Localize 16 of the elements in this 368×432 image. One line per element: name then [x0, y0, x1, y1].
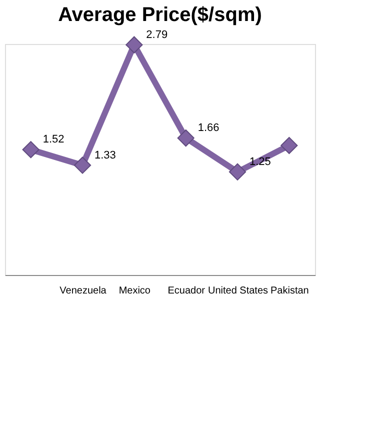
data-label: 1.33: [94, 149, 116, 162]
x-tick-label: Ecuador: [168, 286, 206, 296]
chart-title: Average Price($/sqm): [58, 4, 262, 26]
data-label: 2.79: [146, 28, 168, 41]
x-tick-label: Pakistan: [270, 286, 309, 296]
x-tick-label: Mexico: [118, 286, 151, 296]
data-label: 1.52: [42, 134, 64, 146]
x-tick-label: Venezuela: [60, 286, 107, 296]
x-tick-label: United States: [208, 286, 268, 296]
point: [22, 141, 40, 158]
point: [126, 36, 143, 54]
point: [228, 163, 246, 180]
point: [74, 156, 92, 174]
data-label: 1.66: [198, 122, 220, 134]
point: [177, 129, 194, 147]
point: [280, 136, 298, 154]
